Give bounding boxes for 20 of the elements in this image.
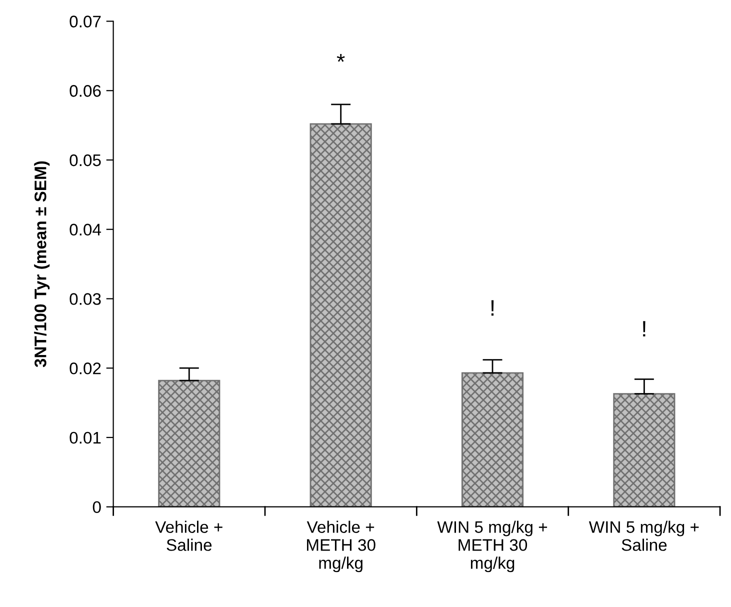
- annotation: !: [643, 321, 646, 336]
- x-tick-label: Vehicle + Saline: [155, 520, 222, 551]
- bar: [461, 372, 524, 507]
- y-axis-title: 3NT/100 Tyr (mean ± SEM): [34, 161, 50, 368]
- x-tick-label: WIN 5 mg/kg + Saline: [588, 520, 699, 551]
- x-tick-label: Vehicle + METH 30 mg/kg: [306, 520, 376, 572]
- y-tick-label: 0.06: [70, 85, 101, 97]
- y-tick-label: 0.01: [70, 432, 101, 444]
- y-tick-label: 0.04: [70, 224, 102, 236]
- x-tick-label: WIN 5 mg/kg + METH 30 mg/kg: [437, 520, 548, 572]
- y-tick-label: 0.05: [70, 154, 101, 166]
- bar: [613, 393, 676, 507]
- y-tick-label: 0.03: [70, 293, 101, 305]
- annotation: *: [336, 54, 345, 62]
- y-tick-label: 0.02: [70, 362, 101, 374]
- annotation: !: [491, 300, 494, 316]
- bar: [310, 123, 372, 507]
- y-tick-label: 0.07: [70, 16, 101, 28]
- bar: [158, 380, 220, 507]
- y-tick-label: 0: [92, 501, 101, 514]
